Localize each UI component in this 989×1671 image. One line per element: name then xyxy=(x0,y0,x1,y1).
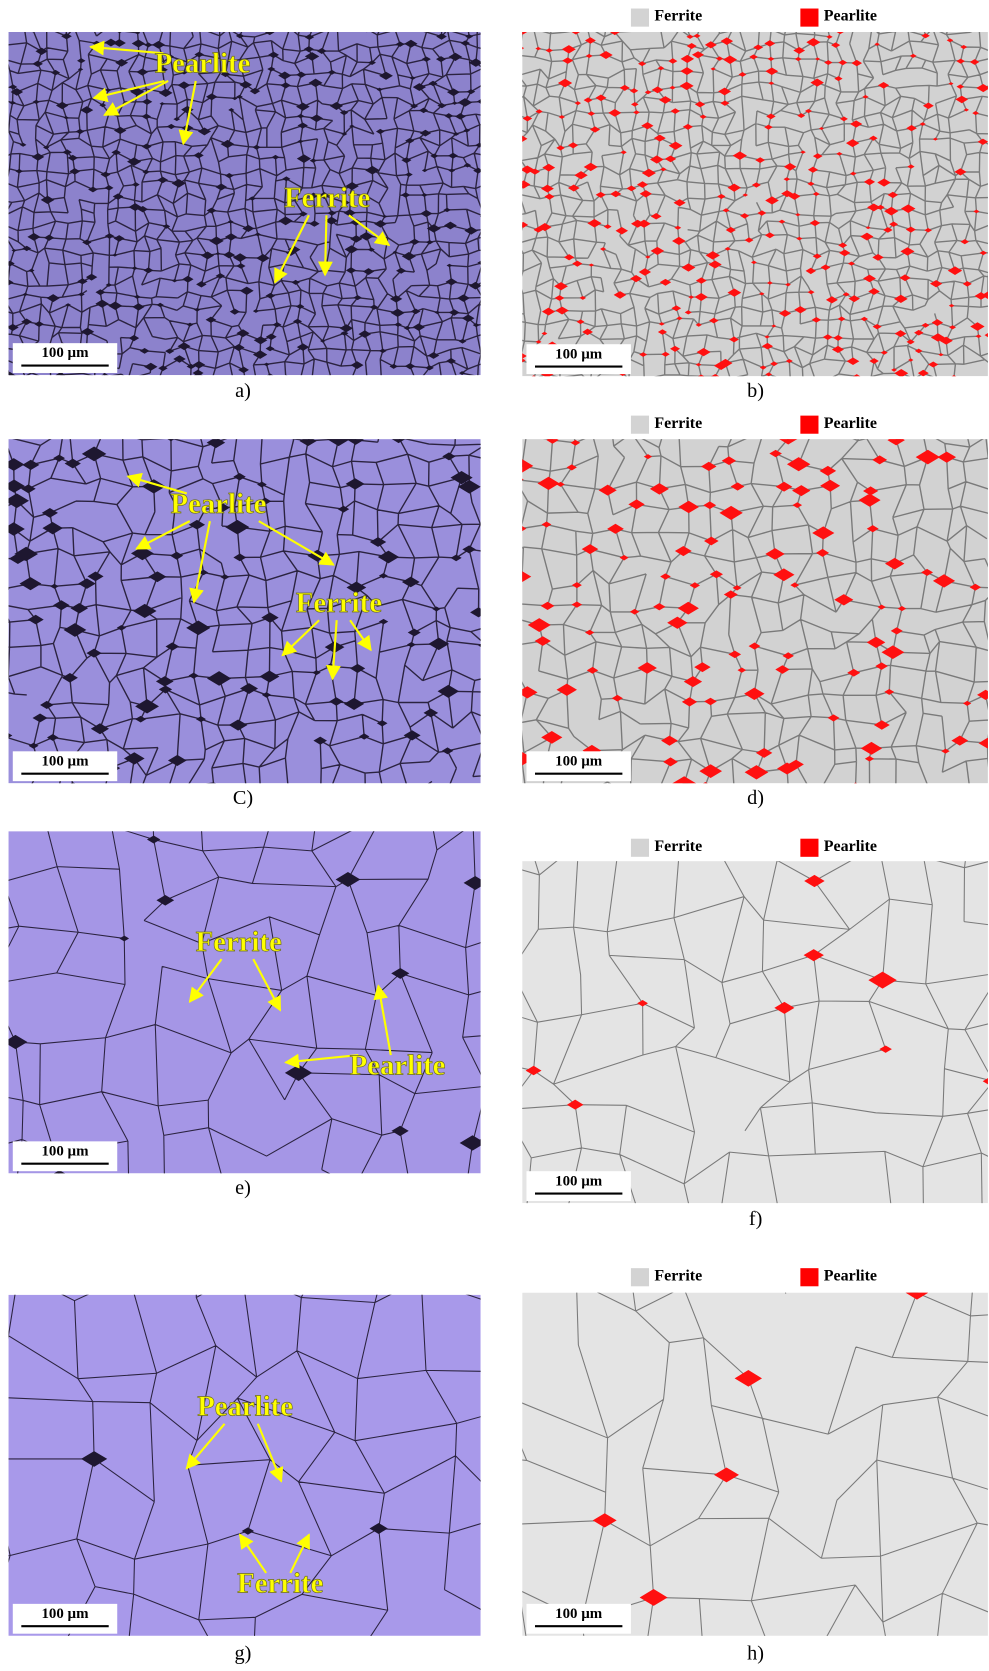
annotation-label: Ferrite xyxy=(237,1567,323,1599)
micrograph-panel xyxy=(0,8,503,387)
legend-label: Pearlite xyxy=(824,1267,877,1284)
micrograph-panel xyxy=(500,13,989,386)
annotation-arrow xyxy=(325,215,326,275)
micrograph-background xyxy=(522,861,988,1203)
legend-label: Pearlite xyxy=(824,838,877,855)
panel-caption: C) xyxy=(233,787,253,809)
scale-bar-label: 100 µm xyxy=(555,753,603,769)
scale-bar-label: 100 µm xyxy=(41,1606,89,1622)
scale-bar-label: 100 µm xyxy=(41,1143,89,1159)
legend-swatch xyxy=(631,416,649,434)
micrograph-panel xyxy=(444,1207,989,1671)
legend-label: Pearlite xyxy=(824,8,877,25)
legend-label: Ferrite xyxy=(654,415,702,432)
annotation-label: Pearlite xyxy=(197,1390,293,1422)
annotation-label: Ferrite xyxy=(284,182,370,214)
annotation-label: Ferrite xyxy=(296,587,382,619)
annotation-label: Pearlite xyxy=(171,488,267,520)
micrograph-panel xyxy=(0,403,519,804)
figure: 100 µm a) Pearlite Ferrite 100 µm b) Ferrite Pe… xyxy=(0,0,989,1671)
panel-caption: f) xyxy=(749,1208,762,1230)
panel-caption: g) xyxy=(235,1643,252,1665)
legend-swatch xyxy=(631,1268,649,1286)
legend-swatch xyxy=(800,416,818,434)
legend-swatch xyxy=(800,9,818,27)
panel-caption: h) xyxy=(747,1643,764,1665)
annotation-label: Pearlite xyxy=(350,1049,446,1081)
panel-caption: a) xyxy=(235,380,251,402)
legend-swatch xyxy=(631,839,649,857)
micrograph-panel xyxy=(0,1209,524,1671)
legend-label: Ferrite xyxy=(654,838,702,855)
scale-bar-label: 100 µm xyxy=(41,753,89,769)
micrograph-background xyxy=(9,831,481,1173)
legend-label: Pearlite xyxy=(824,415,877,432)
scale-bar-label: 100 µm xyxy=(555,346,603,362)
legend-swatch xyxy=(800,1268,818,1286)
panel-caption: e) xyxy=(235,1177,251,1199)
scale-bar-label: 100 µm xyxy=(555,1606,603,1622)
annotation-label: Ferrite xyxy=(196,926,282,958)
legend-swatch xyxy=(631,9,649,27)
micrograph-panel xyxy=(480,401,989,803)
micrograph-background xyxy=(522,32,988,376)
panel-caption: d) xyxy=(747,787,764,809)
scale-bar-label: 100 µm xyxy=(41,345,89,361)
panel-caption: b) xyxy=(747,380,764,402)
annotation-label: Pearlite xyxy=(155,48,251,80)
legend-swatch xyxy=(800,839,818,857)
page: {"panels": [ {"caption": "a)", "scale_ba… xyxy=(0,0,989,1671)
legend-label: Ferrite xyxy=(654,8,702,25)
scale-bar-label: 100 µm xyxy=(555,1173,603,1189)
legend-label: Ferrite xyxy=(654,1267,702,1284)
